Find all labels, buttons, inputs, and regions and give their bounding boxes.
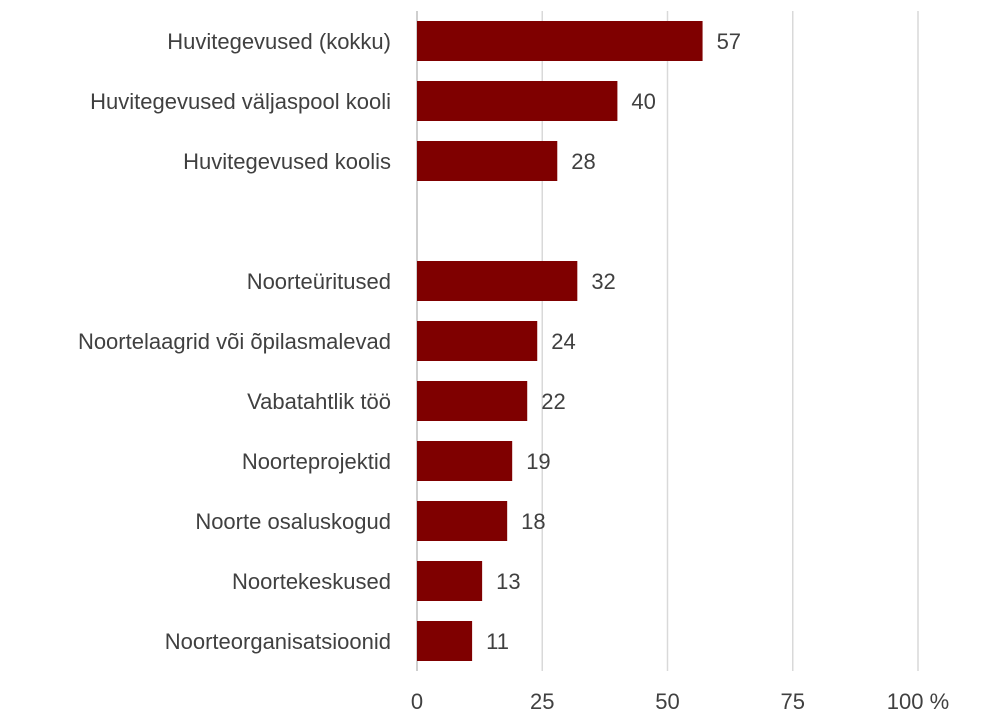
y-tick-label: Noorteorganisatsioonid <box>165 629 391 654</box>
data-label: 11 <box>486 629 509 654</box>
y-tick-label: Huvitegevused väljaspool kooli <box>90 89 391 114</box>
y-tick-label: Huvitegevused koolis <box>183 149 391 174</box>
y-tick-label: Noorteprojektid <box>242 449 391 474</box>
x-tick-label: 75 <box>781 689 805 714</box>
y-tick-label: Noorte osaluskogud <box>195 509 391 534</box>
data-label: 57 <box>717 29 741 54</box>
bar <box>417 141 558 181</box>
data-label: 40 <box>631 89 655 114</box>
data-label: 13 <box>496 569 520 594</box>
bar <box>417 621 473 661</box>
bar <box>417 441 513 481</box>
data-label: 22 <box>541 389 565 414</box>
y-tick-label: Vabatahtlik töö <box>247 389 391 414</box>
bar <box>417 321 538 361</box>
bar <box>417 501 508 541</box>
data-label: 32 <box>591 269 615 294</box>
y-tick-label: Huvitegevused (kokku) <box>167 29 391 54</box>
x-tick-label: 25 <box>530 689 554 714</box>
y-tick-label: Noorteüritused <box>247 269 391 294</box>
y-tick-label: Noortekeskused <box>232 569 391 594</box>
bar <box>417 21 703 61</box>
data-label: 18 <box>521 509 545 534</box>
data-label: 28 <box>571 149 595 174</box>
bar <box>417 381 528 421</box>
bar <box>417 561 483 601</box>
x-tick-label: 100 % <box>887 689 949 714</box>
bar <box>417 261 578 301</box>
y-tick-label: Noortelaagrid või õpilasmalevad <box>78 329 391 354</box>
data-label: 24 <box>551 329 575 354</box>
bar <box>417 81 618 121</box>
x-tick-label: 0 <box>411 689 423 714</box>
data-label: 19 <box>526 449 550 474</box>
x-tick-label: 50 <box>655 689 679 714</box>
